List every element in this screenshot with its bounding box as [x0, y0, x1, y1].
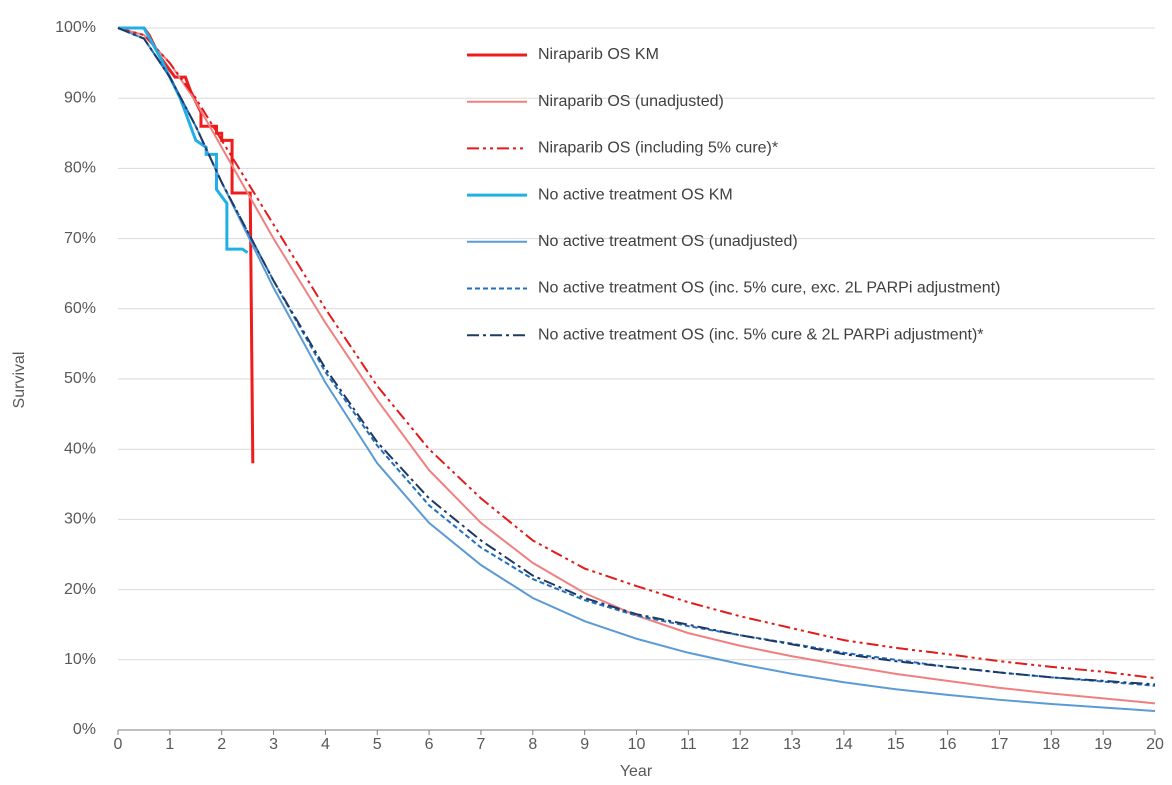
y-tick-label: 80%	[64, 160, 96, 177]
x-tick-label: 9	[580, 736, 589, 753]
legend-label: Niraparib OS KM	[538, 46, 659, 63]
series-line	[118, 26, 255, 464]
x-tick-label: 17	[991, 736, 1009, 753]
y-tick-label: 100%	[55, 19, 96, 36]
y-tick-label: 70%	[64, 230, 96, 247]
y-tick-label: 0%	[73, 721, 96, 738]
x-tick-label: 1	[165, 736, 174, 753]
x-tick-label: 4	[321, 736, 330, 753]
x-tick-label: 2	[217, 736, 226, 753]
x-tick-label: 8	[528, 736, 537, 753]
y-tick-label: 90%	[64, 89, 96, 106]
legend-label: No active treatment OS (inc. 5% cure, ex…	[538, 280, 1000, 297]
y-axis-label: Survival	[11, 352, 28, 409]
x-tick-label: 6	[425, 736, 434, 753]
x-tick-label: 7	[476, 736, 485, 753]
x-tick-label: 0	[114, 736, 123, 753]
legend-label: Niraparib OS (including 5% cure)*	[538, 140, 778, 157]
x-tick-label: 18	[1042, 736, 1060, 753]
legend-label: No active treatment OS (inc. 5% cure & 2…	[538, 326, 984, 343]
series-line	[117, 27, 1156, 680]
y-tick-label: 60%	[64, 300, 96, 317]
y-tick-label: 40%	[64, 440, 96, 457]
x-tick-label: 16	[939, 736, 957, 753]
x-tick-label: 14	[835, 736, 853, 753]
series-line	[117, 27, 1156, 713]
y-tick-label: 30%	[64, 511, 96, 528]
x-tick-label: 10	[628, 736, 646, 753]
legend-label: Niraparib OS (unadjusted)	[538, 93, 724, 110]
x-tick-label: 3	[269, 736, 278, 753]
series-line	[117, 27, 1156, 705]
x-tick-label: 12	[731, 736, 749, 753]
y-tick-label: 50%	[64, 370, 96, 387]
x-tick-label: 20	[1146, 736, 1164, 753]
x-tick-label: 13	[783, 736, 801, 753]
x-tick-label: 11	[680, 736, 697, 753]
legend-label: No active treatment OS (unadjusted)	[538, 233, 798, 250]
x-tick-label: 5	[373, 736, 382, 753]
x-tick-label: 15	[887, 736, 905, 753]
x-axis-label: Year	[620, 763, 653, 780]
y-tick-label: 20%	[64, 581, 96, 598]
series-line	[117, 27, 1156, 686]
x-tick-label: 19	[1094, 736, 1112, 753]
y-tick-label: 10%	[64, 651, 96, 668]
legend-label: No active treatment OS KM	[538, 186, 733, 203]
